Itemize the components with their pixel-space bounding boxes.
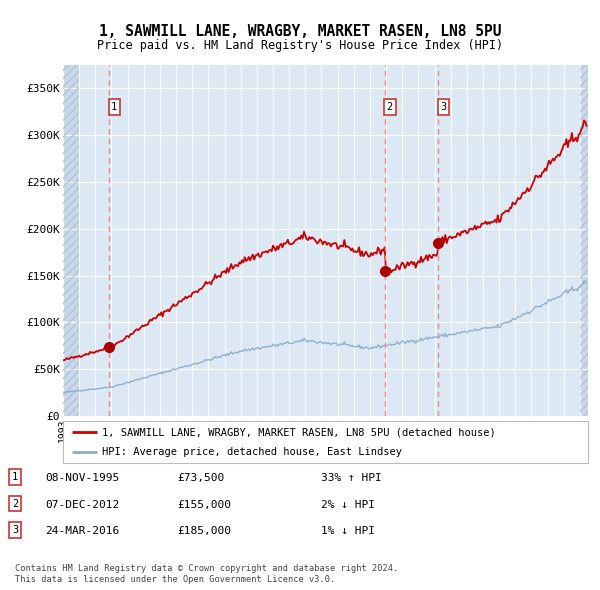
Text: 1: 1 (12, 472, 18, 482)
Text: 33% ↑ HPI: 33% ↑ HPI (321, 473, 382, 483)
Text: 08-NOV-1995: 08-NOV-1995 (45, 473, 119, 483)
Bar (63, 65, 79, 416)
Text: 07-DEC-2012: 07-DEC-2012 (45, 500, 119, 510)
Text: Price paid vs. HM Land Registry's House Price Index (HPI): Price paid vs. HM Land Registry's House … (97, 39, 503, 52)
Text: Contains HM Land Registry data © Crown copyright and database right 2024.: Contains HM Land Registry data © Crown c… (15, 565, 398, 573)
Text: 2% ↓ HPI: 2% ↓ HPI (321, 500, 375, 510)
Text: This data is licensed under the Open Government Licence v3.0.: This data is licensed under the Open Gov… (15, 575, 335, 584)
Text: £155,000: £155,000 (177, 500, 231, 510)
Text: 1% ↓ HPI: 1% ↓ HPI (321, 526, 375, 536)
Text: 1, SAWMILL LANE, WRAGBY, MARKET RASEN, LN8 5PU: 1, SAWMILL LANE, WRAGBY, MARKET RASEN, L… (99, 24, 501, 38)
Text: 2: 2 (12, 499, 18, 509)
Text: £185,000: £185,000 (177, 526, 231, 536)
Text: 3: 3 (440, 102, 446, 112)
Text: HPI: Average price, detached house, East Lindsey: HPI: Average price, detached house, East… (103, 447, 403, 457)
Text: 3: 3 (12, 525, 18, 535)
Bar (580, 65, 588, 416)
Text: 1, SAWMILL LANE, WRAGBY, MARKET RASEN, LN8 5PU (detached house): 1, SAWMILL LANE, WRAGBY, MARKET RASEN, L… (103, 427, 496, 437)
Text: 2: 2 (387, 102, 393, 112)
Bar (63, 65, 79, 416)
Bar (580, 65, 588, 416)
Text: £73,500: £73,500 (177, 473, 224, 483)
Text: 24-MAR-2016: 24-MAR-2016 (45, 526, 119, 536)
Text: 1: 1 (111, 102, 118, 112)
